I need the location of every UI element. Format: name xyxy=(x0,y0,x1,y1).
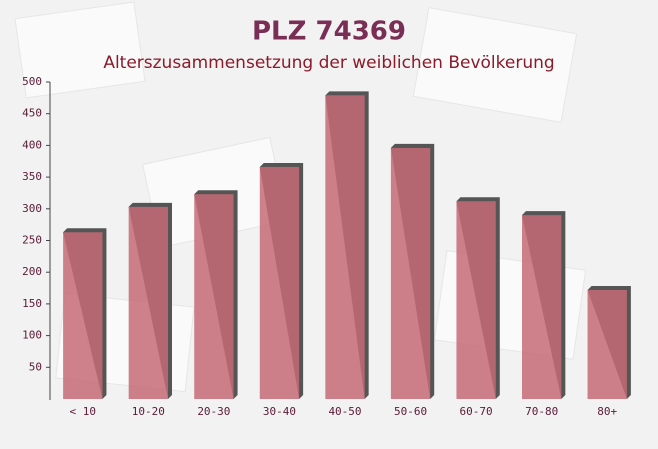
chart-subtitle: Alterszusammensetzung der weiblichen Bev… xyxy=(103,53,554,73)
x-tick-label: 30-40 xyxy=(263,405,296,418)
bar xyxy=(390,147,431,399)
x-tick-label: 60-70 xyxy=(460,405,493,418)
x-tick-label: < 10 xyxy=(70,405,97,418)
y-tick-label: 450 xyxy=(22,107,42,120)
x-tick-label: 10-20 xyxy=(132,405,165,418)
bar xyxy=(63,232,103,399)
y-tick-label: 350 xyxy=(22,170,42,183)
y-tick-label: 300 xyxy=(22,202,42,215)
x-tick-label: 50-60 xyxy=(394,405,427,418)
bar xyxy=(128,206,168,399)
bar xyxy=(259,166,300,399)
bar xyxy=(587,289,627,399)
y-tick-label: 100 xyxy=(22,329,42,342)
x-tick-label: 40-50 xyxy=(328,405,361,418)
y-tick-label: 50 xyxy=(29,360,42,373)
y-tick-label: 400 xyxy=(22,138,42,151)
y-tick-label: 200 xyxy=(22,265,42,278)
bar xyxy=(194,194,234,399)
x-tick-label: 20-30 xyxy=(197,405,230,418)
bar xyxy=(456,201,496,399)
bar xyxy=(325,95,365,400)
x-tick-label: 80+ xyxy=(597,405,617,418)
bar xyxy=(522,215,562,399)
y-tick-label: 250 xyxy=(22,234,42,247)
chart-title: PLZ 74369 xyxy=(252,17,406,47)
y-tick-label: 150 xyxy=(22,297,42,310)
x-tick-label: 70-80 xyxy=(525,405,558,418)
y-tick-label: 500 xyxy=(22,75,42,88)
